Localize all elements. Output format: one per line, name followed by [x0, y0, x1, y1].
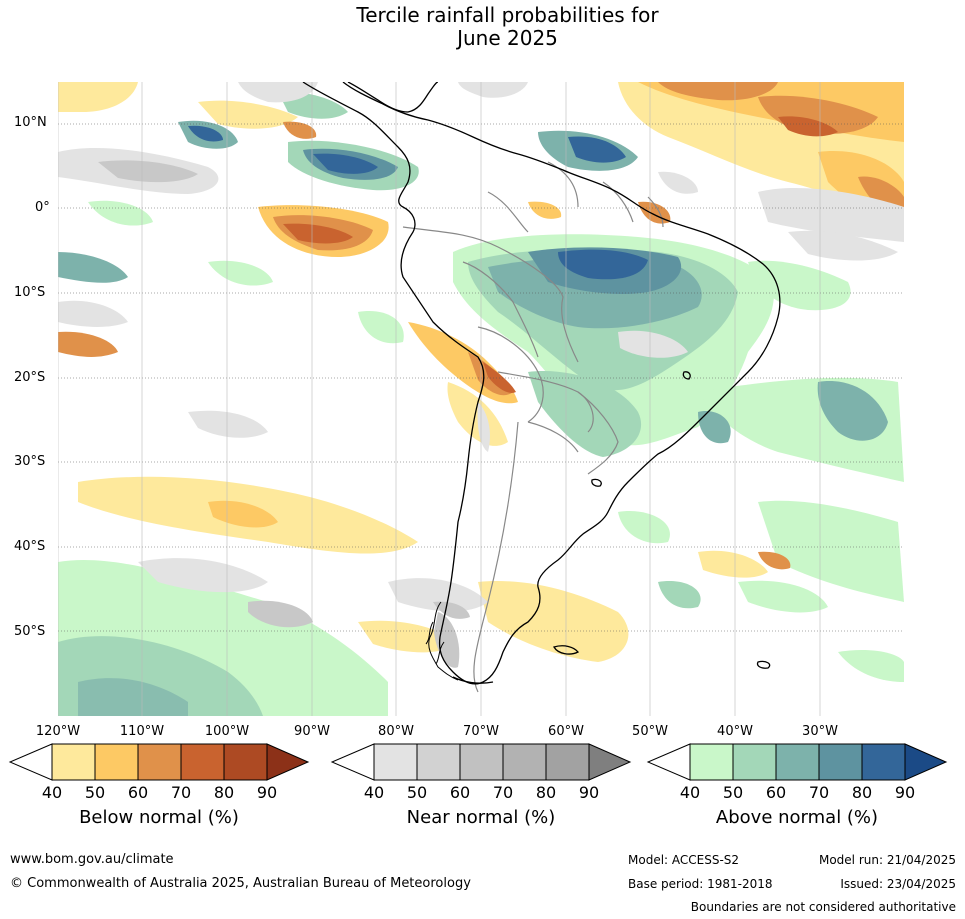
issued-date: Issued: 23/04/2025 — [840, 877, 956, 891]
lat-label-10n: 10°N — [14, 115, 47, 130]
cbar-below-swatch-3 — [138, 744, 181, 780]
cbar-above-swatch-2 — [733, 744, 776, 780]
country-borders — [402, 161, 664, 693]
cbar-below-tick-90: 90 — [256, 783, 278, 802]
lat-label-40s: 40°S — [14, 539, 46, 554]
cbar-above-tick-40: 40 — [679, 783, 701, 802]
model-name: Model: ACCESS-S2 — [628, 853, 740, 867]
copyright-text: © Commonwealth of Australia 2025, Austra… — [10, 876, 471, 891]
cbar-below-tick-70: 70 — [170, 783, 192, 802]
lon-label-60w: 60°W — [548, 724, 584, 739]
colorbar-below-svg — [8, 743, 310, 781]
cbar-below-swatch-2 — [95, 744, 138, 780]
colorbar-near-title: Near normal (%) — [406, 807, 556, 828]
cbar-above-tick-60: 60 — [765, 783, 787, 802]
lon-label-30w: 30°W — [802, 724, 838, 739]
cbar-near-tick-70: 70 — [492, 783, 514, 802]
cbar-above-swatch-3 — [776, 744, 819, 780]
cbar-below-swatch-5 — [224, 744, 267, 780]
cbar-below-tick-80: 80 — [213, 783, 235, 802]
colorbar-above-normal — [646, 742, 948, 786]
lon-label-70w: 70°W — [463, 724, 499, 739]
cbar-above-tick-50: 50 — [722, 783, 744, 802]
cbar-below-swatch-4 — [181, 744, 224, 780]
cbar-near-swatch-0 — [330, 743, 375, 781]
colorbar-below-normal — [8, 742, 310, 786]
cbar-above-tick-70: 70 — [808, 783, 830, 802]
map-svg — [58, 82, 904, 716]
cbar-below-tick-40: 40 — [41, 783, 63, 802]
lat-label-10s: 10°S — [14, 285, 46, 300]
lon-label-50w: 50°W — [632, 724, 668, 739]
map-title: Tercile rainfall probabilities for June … — [0, 4, 965, 50]
cbar-below-swatch-1 — [52, 744, 95, 780]
cbar-near-tick-50: 50 — [406, 783, 428, 802]
cbar-near-tick-60: 60 — [449, 783, 471, 802]
model-run-date: Model run: 21/04/2025 — [818, 853, 956, 867]
cbar-near-tick-40: 40 — [363, 783, 385, 802]
colorbar-above-svg — [646, 743, 948, 781]
near-normal-regions — [58, 82, 904, 668]
cbar-below-swatch-6 — [266, 743, 310, 781]
lon-label-80w: 80°W — [378, 724, 414, 739]
lon-label-90w: 90°W — [294, 724, 330, 739]
cbar-below-tick-50: 50 — [84, 783, 106, 802]
title-line-2: June 2025 — [457, 26, 558, 50]
cbar-near-tick-80: 80 — [535, 783, 557, 802]
cbar-above-swatch-5 — [862, 744, 905, 780]
cbar-near-swatch-6 — [588, 743, 632, 781]
colorbar-above-title: Above normal (%) — [715, 807, 879, 828]
lat-label-0: 0° — [35, 200, 50, 215]
patagonia-coast — [425, 601, 459, 681]
colorbar-near-svg — [330, 743, 632, 781]
cbar-above-swatch-1 — [690, 744, 733, 780]
lon-label-40w: 40°W — [717, 724, 753, 739]
lon-label-120w: 120°W — [35, 724, 81, 739]
lat-label-50s: 50°S — [14, 624, 46, 639]
rainfall-probability-map — [58, 82, 904, 716]
below-normal-regions — [58, 82, 904, 662]
lat-label-20s: 20°S — [14, 370, 46, 385]
boundaries-note: Boundaries are not considered authoritat… — [690, 900, 956, 914]
title-line-1: Tercile rainfall probabilities for — [356, 3, 659, 27]
cbar-near-swatch-5 — [546, 744, 589, 780]
meridians — [58, 82, 821, 716]
coastline — [302, 82, 781, 685]
cbar-near-swatch-1 — [374, 744, 417, 780]
cbar-above-swatch-0 — [646, 743, 691, 781]
cbar-above-swatch-6 — [904, 743, 948, 781]
lon-label-100w: 100°W — [204, 724, 250, 739]
cbar-above-tick-80: 80 — [851, 783, 873, 802]
colorbar-near-normal — [330, 742, 632, 786]
cbar-near-tick-90: 90 — [578, 783, 600, 802]
cbar-near-swatch-3 — [460, 744, 503, 780]
bom-url-link[interactable]: www.bom.gov.au/climate — [10, 852, 174, 867]
cbar-above-swatch-4 — [819, 744, 862, 780]
cbar-above-tick-90: 90 — [894, 783, 916, 802]
lat-label-30s: 30°S — [14, 454, 46, 469]
cbar-below-swatch-0 — [8, 743, 53, 781]
cbar-below-tick-60: 60 — [127, 783, 149, 802]
cbar-near-swatch-4 — [503, 744, 546, 780]
cbar-near-swatch-2 — [417, 744, 460, 780]
colorbar-below-title: Below normal (%) — [79, 807, 239, 828]
lon-label-110w: 110°W — [119, 724, 165, 739]
base-period: Base period: 1981-2018 — [628, 877, 773, 891]
